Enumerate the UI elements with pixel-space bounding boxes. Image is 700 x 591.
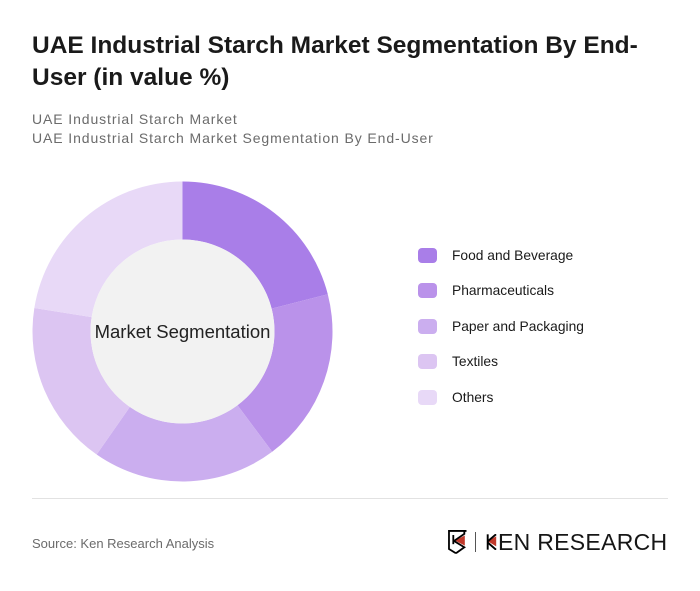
svg-text:Market Segmentation: Market Segmentation [95,321,271,342]
